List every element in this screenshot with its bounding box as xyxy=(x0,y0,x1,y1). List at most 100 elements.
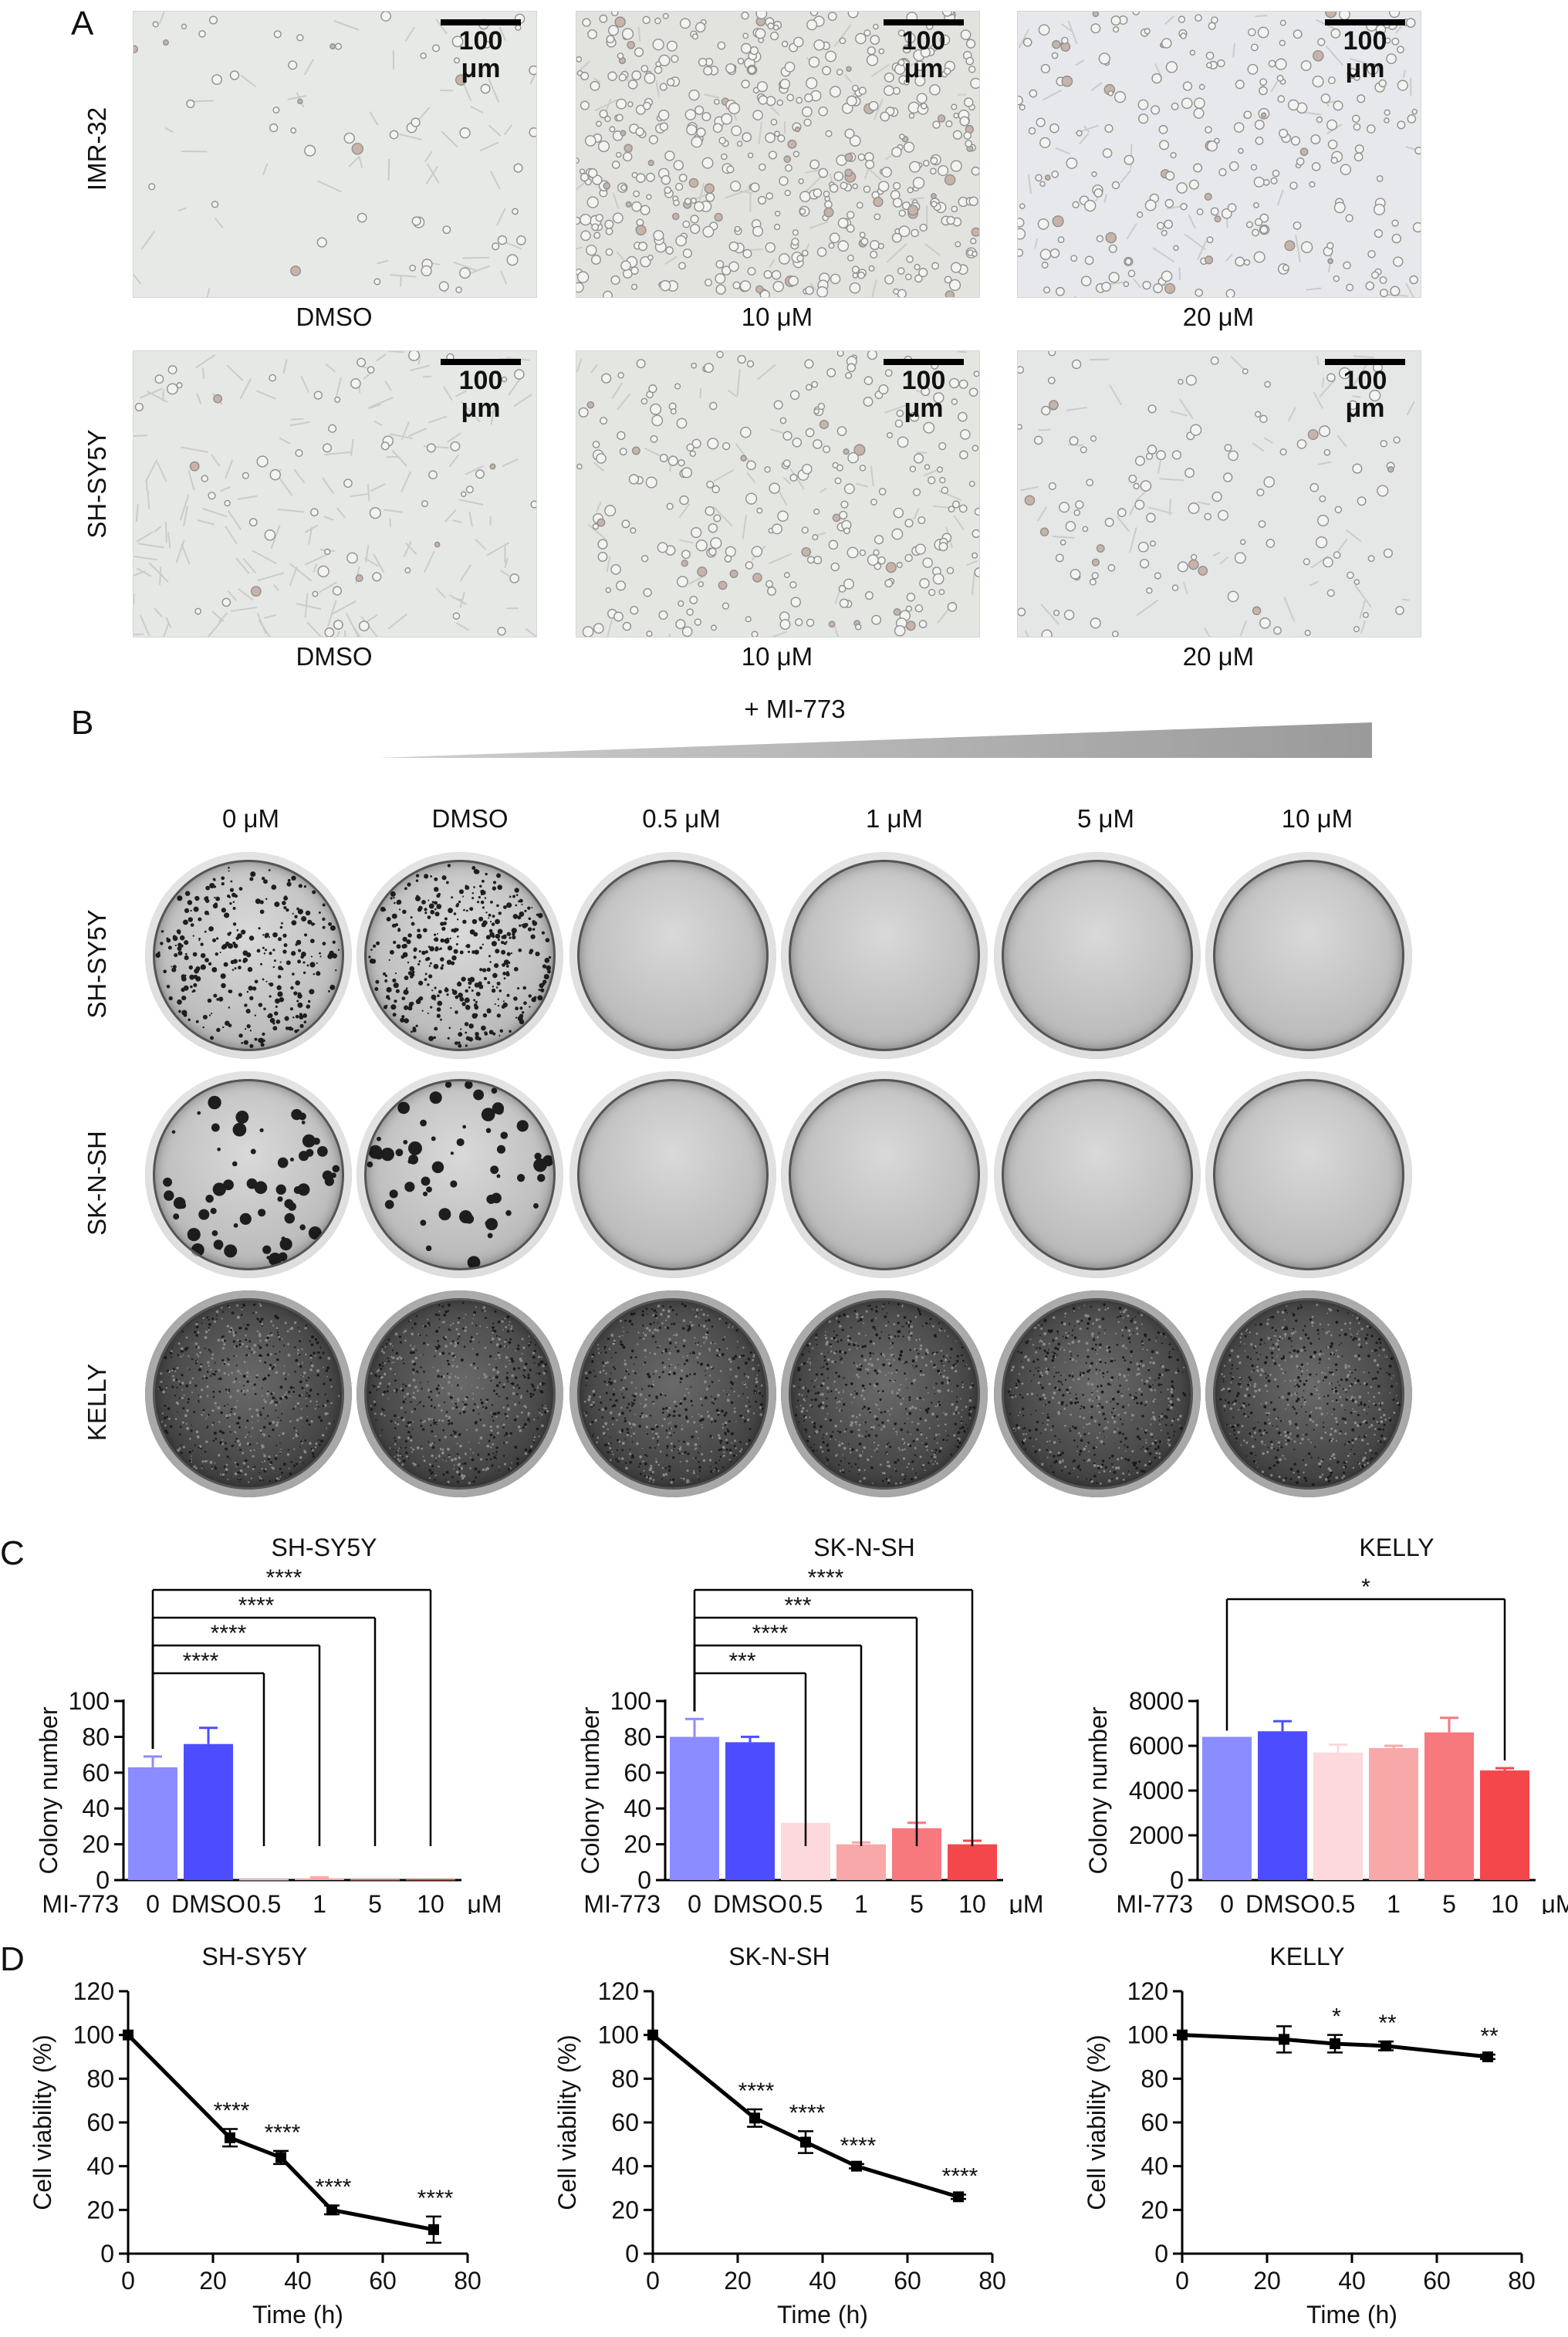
micrograph-shsy5y-20um: 100 μm xyxy=(1017,350,1421,638)
y-tick-label: 0 xyxy=(100,2240,114,2268)
panel-label-d: D xyxy=(0,1940,25,1978)
data-point xyxy=(1482,2051,1493,2062)
cell-texture xyxy=(576,12,979,297)
micrograph-shsy5y-dmso: 100 μm xyxy=(133,350,537,638)
significance-label: ** xyxy=(1378,2011,1397,2036)
data-point xyxy=(1279,2034,1289,2045)
significance-label: *** xyxy=(784,1593,811,1618)
bar xyxy=(350,1879,400,1881)
x-tick-label: 10 xyxy=(958,1890,986,1914)
x-tick-label: 1 xyxy=(1387,1890,1401,1914)
line-chart-1: SH-SY5Y 0 20 40 60 80 100 120 0 20 40 60 80 Time (h) C… xyxy=(29,1943,482,2329)
x-tick-label: 0.5 xyxy=(1321,1890,1355,1914)
y-tick-label: 0 xyxy=(625,2240,639,2268)
x-tick-label: 0 xyxy=(646,2267,660,2295)
x-tick-label: 0 xyxy=(146,1890,160,1914)
x-tick-label: 1 xyxy=(313,1890,326,1914)
x-tick-label: 5 xyxy=(368,1890,382,1914)
chart-title: SK-N-SH xyxy=(813,1534,915,1561)
bar xyxy=(1480,1770,1529,1880)
colony-dish xyxy=(994,852,1201,1059)
y-tick-label: 4000 xyxy=(1129,1777,1184,1804)
colony-dish xyxy=(781,852,988,1059)
x-tick-label: 0 xyxy=(121,2267,135,2295)
x-tick-label: 5 xyxy=(1442,1890,1456,1914)
bar xyxy=(948,1844,997,1880)
x-tick-label: 40 xyxy=(1338,2267,1366,2295)
x-axis-label: Time (h) xyxy=(252,2301,343,2329)
condition-label: 20 μM xyxy=(1182,303,1255,331)
cell-texture xyxy=(133,351,536,637)
colony-dish xyxy=(357,852,563,1059)
y-tick-label: 80 xyxy=(611,2065,639,2092)
y-tick-label: 60 xyxy=(1141,2109,1168,2136)
concentration-label: DMSO xyxy=(431,804,509,833)
x-tick-label: 0.5 xyxy=(789,1890,823,1914)
chart-title: SH-SY5Y xyxy=(202,1943,308,1970)
y-tick-label: 20 xyxy=(623,1831,651,1858)
y-axis-label: Cell viability (%) xyxy=(553,2034,581,2210)
x-tick-label: 20 xyxy=(1253,2267,1281,2295)
colony-dish xyxy=(781,1071,988,1278)
y-axis-label: Cell viability (%) xyxy=(1083,2034,1110,2210)
significance-label: **** xyxy=(789,2100,826,2126)
colony-dish xyxy=(781,1290,988,1497)
chart-title: KELLY xyxy=(1359,1534,1434,1561)
concentration-label: 5 μM xyxy=(1076,804,1135,833)
bar xyxy=(1313,1752,1363,1880)
y-tick-label: 60 xyxy=(611,2109,639,2136)
x-tick-label: 40 xyxy=(284,2267,312,2295)
colony-dish xyxy=(145,852,352,1059)
x-tick-label: 10 xyxy=(1491,1890,1519,1914)
y-tick-label: 120 xyxy=(598,1977,639,2005)
x-prefix-label: MI-773 xyxy=(42,1890,119,1914)
y-tick-label: 20 xyxy=(1141,2196,1168,2224)
significance-label: **** xyxy=(316,2175,352,2200)
colony-dish xyxy=(145,1071,352,1278)
panel-label-a: A xyxy=(71,5,94,42)
bar xyxy=(1258,1731,1307,1880)
condition-label: 10 μM xyxy=(741,642,813,671)
row-label-kelly: KELLY xyxy=(83,1363,111,1442)
colony-dish xyxy=(994,1290,1201,1497)
x-tick-label: DMSO xyxy=(171,1890,245,1914)
bar xyxy=(406,1879,455,1881)
significance-label: **** xyxy=(183,1649,219,1674)
data-point xyxy=(1380,2040,1391,2051)
y-tick-label: 120 xyxy=(73,1977,114,2005)
condition-label: 20 μM xyxy=(1182,642,1255,671)
y-tick-label: 20 xyxy=(82,1831,110,1858)
y-tick-label: 8000 xyxy=(1129,1687,1184,1715)
colony-dish xyxy=(357,1071,563,1278)
y-axis-label: Colony number xyxy=(1084,1706,1112,1874)
row-label-imr32: IMR-32 xyxy=(83,107,111,191)
panel-label-b: B xyxy=(71,704,94,742)
y-tick-label: 20 xyxy=(86,2196,114,2224)
x-unit-label: μM xyxy=(1541,1890,1568,1914)
data-point xyxy=(1330,2038,1340,2049)
condition-label: DMSO xyxy=(296,642,373,671)
scale-bar: 100 μm xyxy=(880,19,967,83)
x-tick-label: 60 xyxy=(1423,2267,1451,2295)
x-tick-label: 0 xyxy=(1175,2267,1189,2295)
x-tick-label: 60 xyxy=(894,2267,921,2295)
row-label-sknsh: SK-N-SH xyxy=(83,1131,111,1236)
bar xyxy=(1424,1732,1474,1880)
cell-texture xyxy=(576,351,979,637)
bar xyxy=(836,1844,886,1880)
significance-label: **** xyxy=(266,1565,302,1591)
x-tick-label: 80 xyxy=(1508,2267,1536,2295)
condition-label: DMSO xyxy=(296,303,373,331)
y-tick-label: 60 xyxy=(82,1759,110,1787)
data-point xyxy=(953,2191,964,2203)
significance-label: **** xyxy=(417,2186,454,2211)
treatment-label: + MI-773 xyxy=(744,695,846,723)
y-tick-label: 80 xyxy=(1141,2065,1168,2092)
x-tick-label: 1 xyxy=(854,1890,868,1914)
y-tick-label: 80 xyxy=(623,1723,651,1750)
chart-title: SH-SY5Y xyxy=(272,1534,377,1561)
data-point xyxy=(749,2112,760,2124)
colony-dish xyxy=(994,1071,1201,1278)
bar xyxy=(1202,1737,1252,1880)
